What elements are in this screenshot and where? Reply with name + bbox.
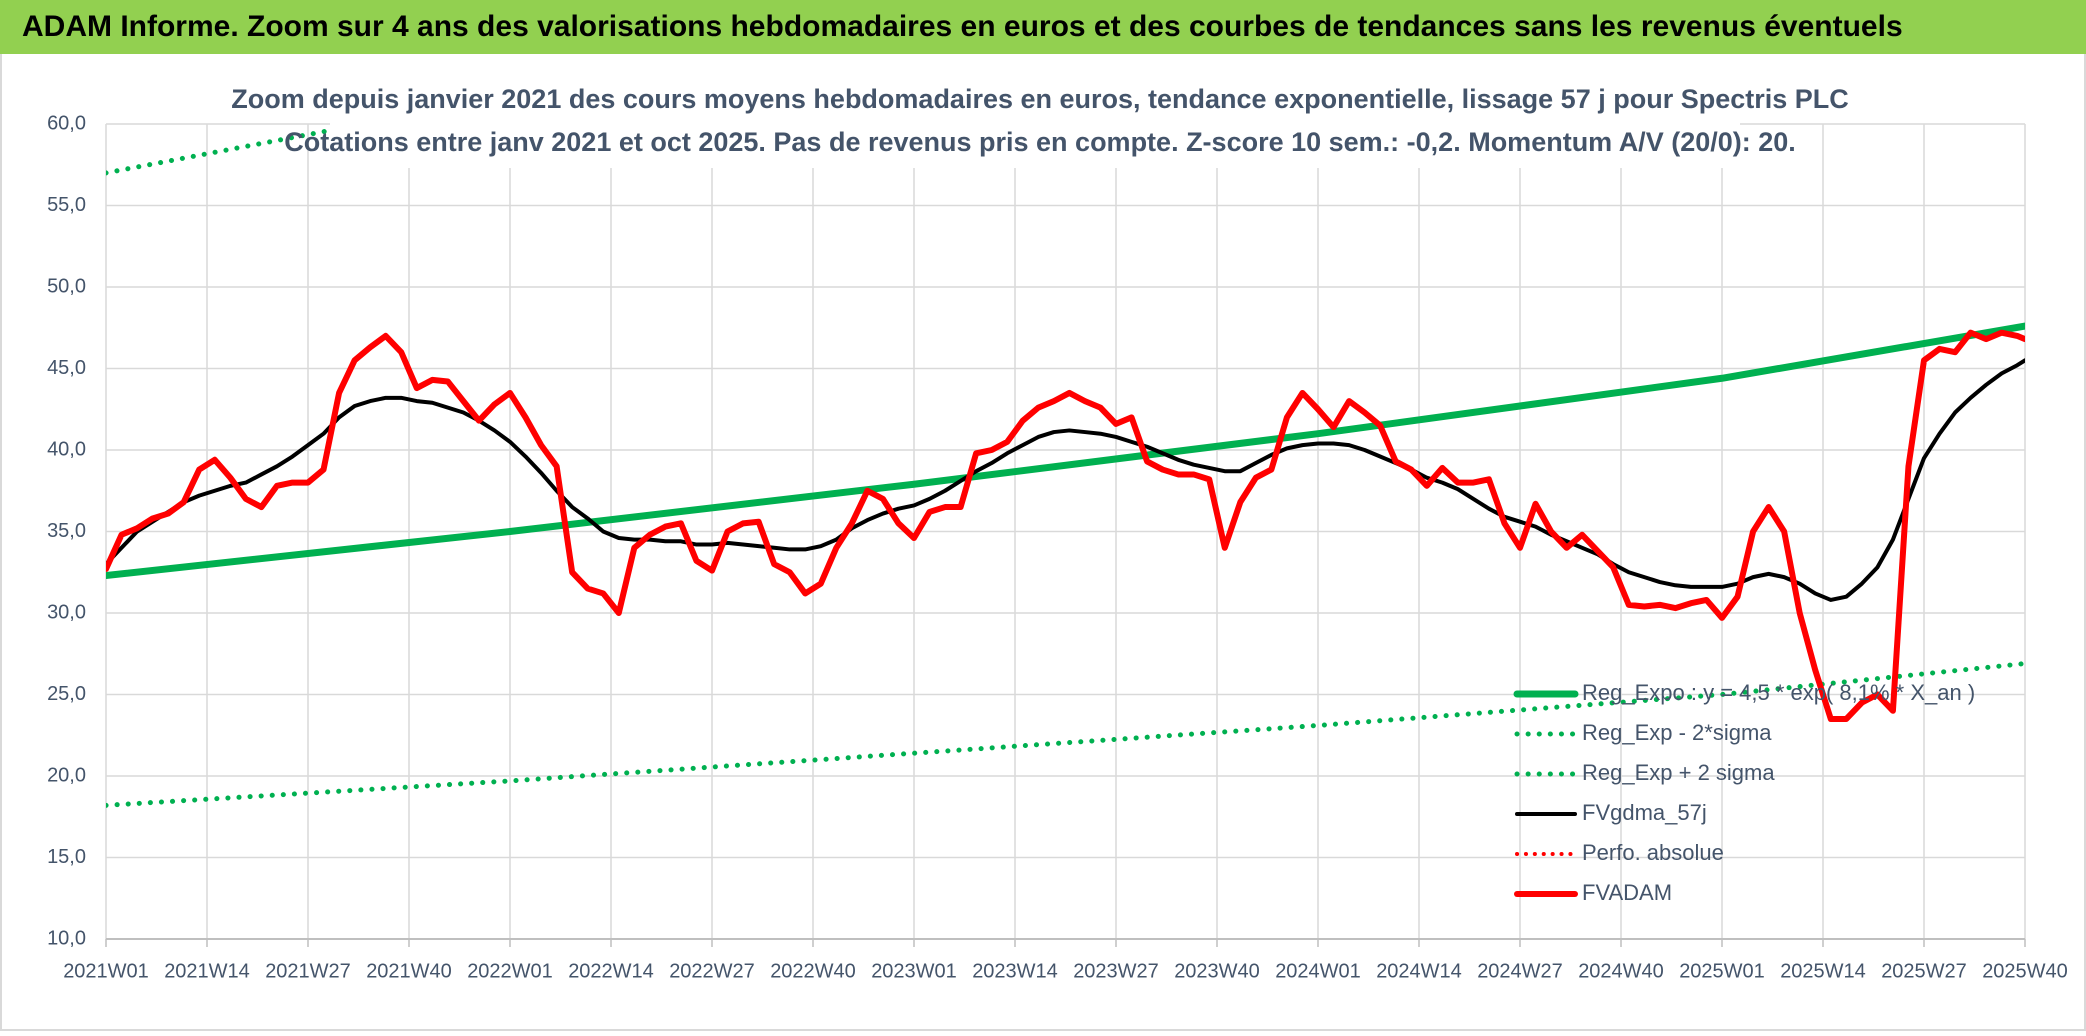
title-bar	[0, 0, 2086, 54]
x-tick-label: 2025W27	[1881, 960, 1967, 982]
y-tick-label: 20,0	[47, 764, 86, 786]
subtitle: Cotations entre janv 2021 et oct 2025. P…	[284, 127, 1796, 157]
y-tick-label: 35,0	[47, 520, 86, 542]
subtitle-box	[330, 76, 1740, 168]
x-tick-label: 2025W40	[1982, 960, 2068, 982]
legend: Reg_Expo : y = 4,5 * exp( 8,1% * X_an ) R…	[1513, 680, 1975, 905]
series-line	[106, 661, 2025, 808]
legend-label: Reg_Exp + 2 sigma	[1582, 760, 1775, 785]
x-tick-label: 2023W27	[1073, 960, 1159, 982]
plot-lines	[106, 124, 2025, 808]
series-line	[106, 329, 2025, 722]
x-tick-label: 2022W01	[467, 960, 553, 982]
y-tick-label: 60,0	[47, 112, 86, 134]
legend-label: Reg_Expo : y = 4,5 * exp( 8,1% * X_an )	[1582, 680, 1975, 705]
x-tick-label: 2024W27	[1477, 960, 1563, 982]
x-tick-label: 2021W40	[366, 960, 452, 982]
y-tick-label: 45,0	[47, 357, 86, 379]
x-tick-label: 2025W01	[1679, 960, 1765, 982]
x-tick-label: 2021W01	[63, 960, 149, 982]
legend-label: FVgdma_57j	[1582, 800, 1707, 825]
y-tick-label: 50,0	[47, 275, 86, 297]
legend-label: Perfo. absolue	[1582, 840, 1724, 865]
series-line	[106, 322, 2025, 580]
grid: 10,0 15,0 20,0 25,0 30,0 35,0 40,0 45,0 50,0 55,0…	[47, 112, 2068, 982]
subtitle: Zoom depuis janvier 2021 des cours moyen…	[231, 84, 1849, 114]
x-tick-label: 2023W40	[1174, 960, 1260, 982]
legend-label: FVADAM	[1582, 880, 1672, 905]
y-tick-label: 40,0	[47, 438, 86, 460]
y-tick-label: 10,0	[47, 927, 86, 949]
x-tick-label: 2022W40	[770, 960, 856, 982]
chart-title: ADAM Informe. Zoom sur 4 ans des valoris…	[22, 10, 1903, 43]
y-tick-label: 30,0	[47, 601, 86, 623]
x-tick-label: 2023W14	[972, 960, 1058, 982]
y-tick-label: 25,0	[47, 683, 86, 705]
x-tick-label: 2021W14	[164, 960, 250, 982]
x-tick-label: 2025W14	[1780, 960, 1866, 982]
legend-label: Reg_Exp - 2*sigma	[1582, 720, 1772, 745]
y-tick-label: 55,0	[47, 194, 86, 216]
x-tick-label: 2021W27	[265, 960, 351, 982]
x-tick-label: 2022W14	[568, 960, 654, 982]
x-tick-label: 2024W01	[1275, 960, 1361, 982]
x-tick-label: 2024W14	[1376, 960, 1462, 982]
x-tick-label: 2022W27	[669, 960, 755, 982]
y-tick-label: 15,0	[47, 846, 86, 868]
x-tick-label: 2023W01	[871, 960, 957, 982]
series-line	[106, 358, 2025, 602]
x-tick-label: 2024W40	[1578, 960, 1664, 982]
